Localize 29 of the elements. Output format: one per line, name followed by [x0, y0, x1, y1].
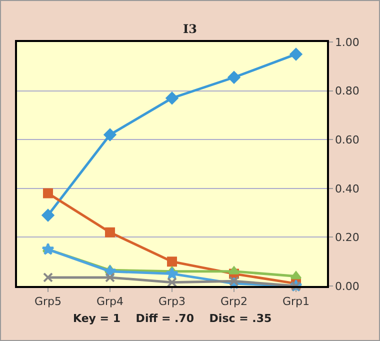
point — [228, 266, 240, 274]
x-tick-label: Grp4 — [96, 294, 124, 308]
point — [228, 71, 240, 84]
y-tick-label: 1.00 — [334, 36, 360, 49]
y-tick-label: 0.60 — [334, 133, 360, 146]
x-tick-label: Grp1 — [282, 294, 310, 308]
point — [104, 128, 116, 141]
point — [167, 277, 177, 288]
y-tick-label: 0.20 — [334, 231, 360, 244]
point — [43, 188, 53, 198]
y-tick-label: 0.80 — [334, 84, 360, 98]
point — [42, 209, 54, 222]
point — [43, 272, 53, 282]
y-tick-label: 0.40 — [334, 182, 360, 196]
point — [105, 272, 115, 282]
point — [166, 267, 178, 280]
point — [166, 92, 178, 104]
point — [105, 227, 115, 238]
point — [290, 271, 302, 280]
y-tick-label: 0.00 — [334, 280, 360, 293]
chart-title: I3 — [183, 22, 197, 36]
x-tick-label: Grp2 — [220, 294, 248, 308]
point — [229, 276, 239, 286]
point — [167, 256, 177, 267]
x-tick-label: Grp3 — [158, 294, 186, 308]
x-tick-label: Grp5 — [34, 294, 62, 308]
text: Key = 1 Diff = .70 Disc = .35 — [73, 312, 272, 325]
point — [290, 48, 302, 60]
point — [42, 242, 54, 255]
